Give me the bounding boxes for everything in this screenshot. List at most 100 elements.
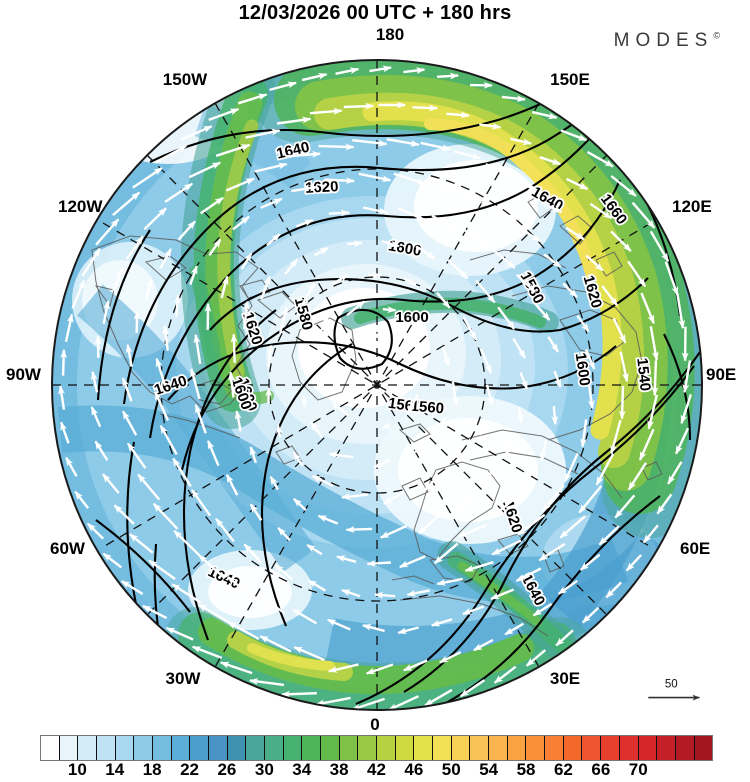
wind-vector xyxy=(580,419,588,448)
wind-vector xyxy=(362,206,388,215)
wind-vector xyxy=(155,144,187,164)
wind-vector xyxy=(225,177,255,192)
wind-vector xyxy=(64,313,74,342)
wind-vector xyxy=(667,461,683,485)
wind-vector xyxy=(227,621,260,640)
wind-vector xyxy=(387,695,420,710)
colorbar-tick-label: 26 xyxy=(217,760,237,779)
colorbar-cell xyxy=(209,736,228,760)
wind-vector xyxy=(542,484,565,512)
colorbar-cell xyxy=(78,736,98,760)
wind-vector xyxy=(381,239,400,248)
wind-vector xyxy=(335,67,360,75)
wind-vector xyxy=(676,293,686,330)
wind-vector xyxy=(269,475,279,491)
wind-vector xyxy=(551,405,559,426)
colorbar-cell xyxy=(97,736,116,760)
wind-vector xyxy=(451,381,459,407)
colorbar-cell xyxy=(507,736,527,760)
longitude-label-60W: 60W xyxy=(50,539,86,558)
wind-vector xyxy=(406,393,420,415)
wind-vector xyxy=(418,513,441,535)
wind-vector xyxy=(191,489,212,517)
wind-vector xyxy=(332,367,341,378)
longitude-label-150E: 150E xyxy=(550,70,590,89)
colorbar-cell xyxy=(638,736,658,760)
colorbar-cell xyxy=(657,736,676,760)
wind-vector xyxy=(363,331,384,346)
wind-vector xyxy=(541,201,563,214)
wind-vector xyxy=(292,608,318,625)
wind-vector xyxy=(454,495,470,517)
wind-vector xyxy=(441,346,450,367)
wind-vector xyxy=(249,678,285,687)
wind-vector xyxy=(194,404,207,434)
wind-vector xyxy=(430,618,453,627)
wind-vector xyxy=(193,333,202,365)
wind-vector xyxy=(307,579,327,592)
modes-logo-text: MODES xyxy=(613,30,714,51)
wind-vector xyxy=(174,294,181,317)
wind-vector xyxy=(301,282,316,305)
wind-vector xyxy=(171,583,202,604)
wind-vector xyxy=(285,150,322,158)
wind-vector xyxy=(173,530,201,557)
wind-vector xyxy=(560,129,588,142)
wind-vector xyxy=(343,102,375,110)
wind-vector xyxy=(578,485,603,514)
wind-vector xyxy=(532,602,553,617)
wind-vector xyxy=(215,143,251,157)
wind-vector xyxy=(345,526,373,533)
wind-vector xyxy=(403,277,417,286)
vector-scale-value: 50 xyxy=(665,679,678,691)
wind-vector xyxy=(315,696,351,707)
wind-vector xyxy=(59,421,70,444)
colorbar-cell xyxy=(227,736,247,760)
height-contours xyxy=(95,60,702,710)
wind-vector xyxy=(412,104,439,112)
wind-vector xyxy=(90,370,99,393)
page-title: 12/03/2026 00 UTC + 180 hrs xyxy=(238,2,512,24)
colorbar-tick-label: 54 xyxy=(479,760,499,779)
colorbar-cell xyxy=(395,736,415,760)
colorbar-tick-label: 14 xyxy=(105,760,125,779)
wind-vector xyxy=(497,306,516,330)
colorbar-cell xyxy=(283,736,303,760)
colorbar-tick-label: 30 xyxy=(254,760,274,779)
wind-vector xyxy=(382,306,397,314)
wind-vector xyxy=(612,317,627,344)
wind-vector xyxy=(397,207,425,221)
colorbar-cell xyxy=(377,736,396,760)
wind-vector xyxy=(230,333,238,363)
wind-vector xyxy=(614,494,636,519)
wind-vector xyxy=(664,261,679,296)
wind-vector xyxy=(480,470,494,488)
wind-vector xyxy=(647,394,658,430)
wind-vector xyxy=(274,564,294,581)
wind-vector xyxy=(260,275,271,300)
longitude-label-120E: 120E xyxy=(672,197,712,216)
wind-vector xyxy=(293,498,307,511)
wind-vector xyxy=(102,552,123,569)
wind-vector xyxy=(403,67,426,74)
wind-vector xyxy=(154,391,170,421)
wind-vector xyxy=(148,559,176,580)
wind-vector xyxy=(610,419,622,455)
wind-vector xyxy=(293,646,325,662)
wind-vector xyxy=(165,626,194,641)
contour-label: 1620 xyxy=(305,178,339,197)
wind-vector xyxy=(595,453,615,486)
wind-vector xyxy=(347,240,364,247)
wind-vector xyxy=(515,274,536,293)
wind-vector xyxy=(219,661,253,675)
wind-vector xyxy=(180,125,213,141)
wind-vector xyxy=(491,539,522,556)
wind-vector xyxy=(276,116,312,125)
colorbar-cell xyxy=(545,736,564,760)
colorbar-cell xyxy=(694,736,713,760)
wind-vector xyxy=(132,167,163,189)
wind-vector xyxy=(162,325,170,351)
wind-vector xyxy=(300,356,308,371)
wind-vector xyxy=(433,542,459,565)
